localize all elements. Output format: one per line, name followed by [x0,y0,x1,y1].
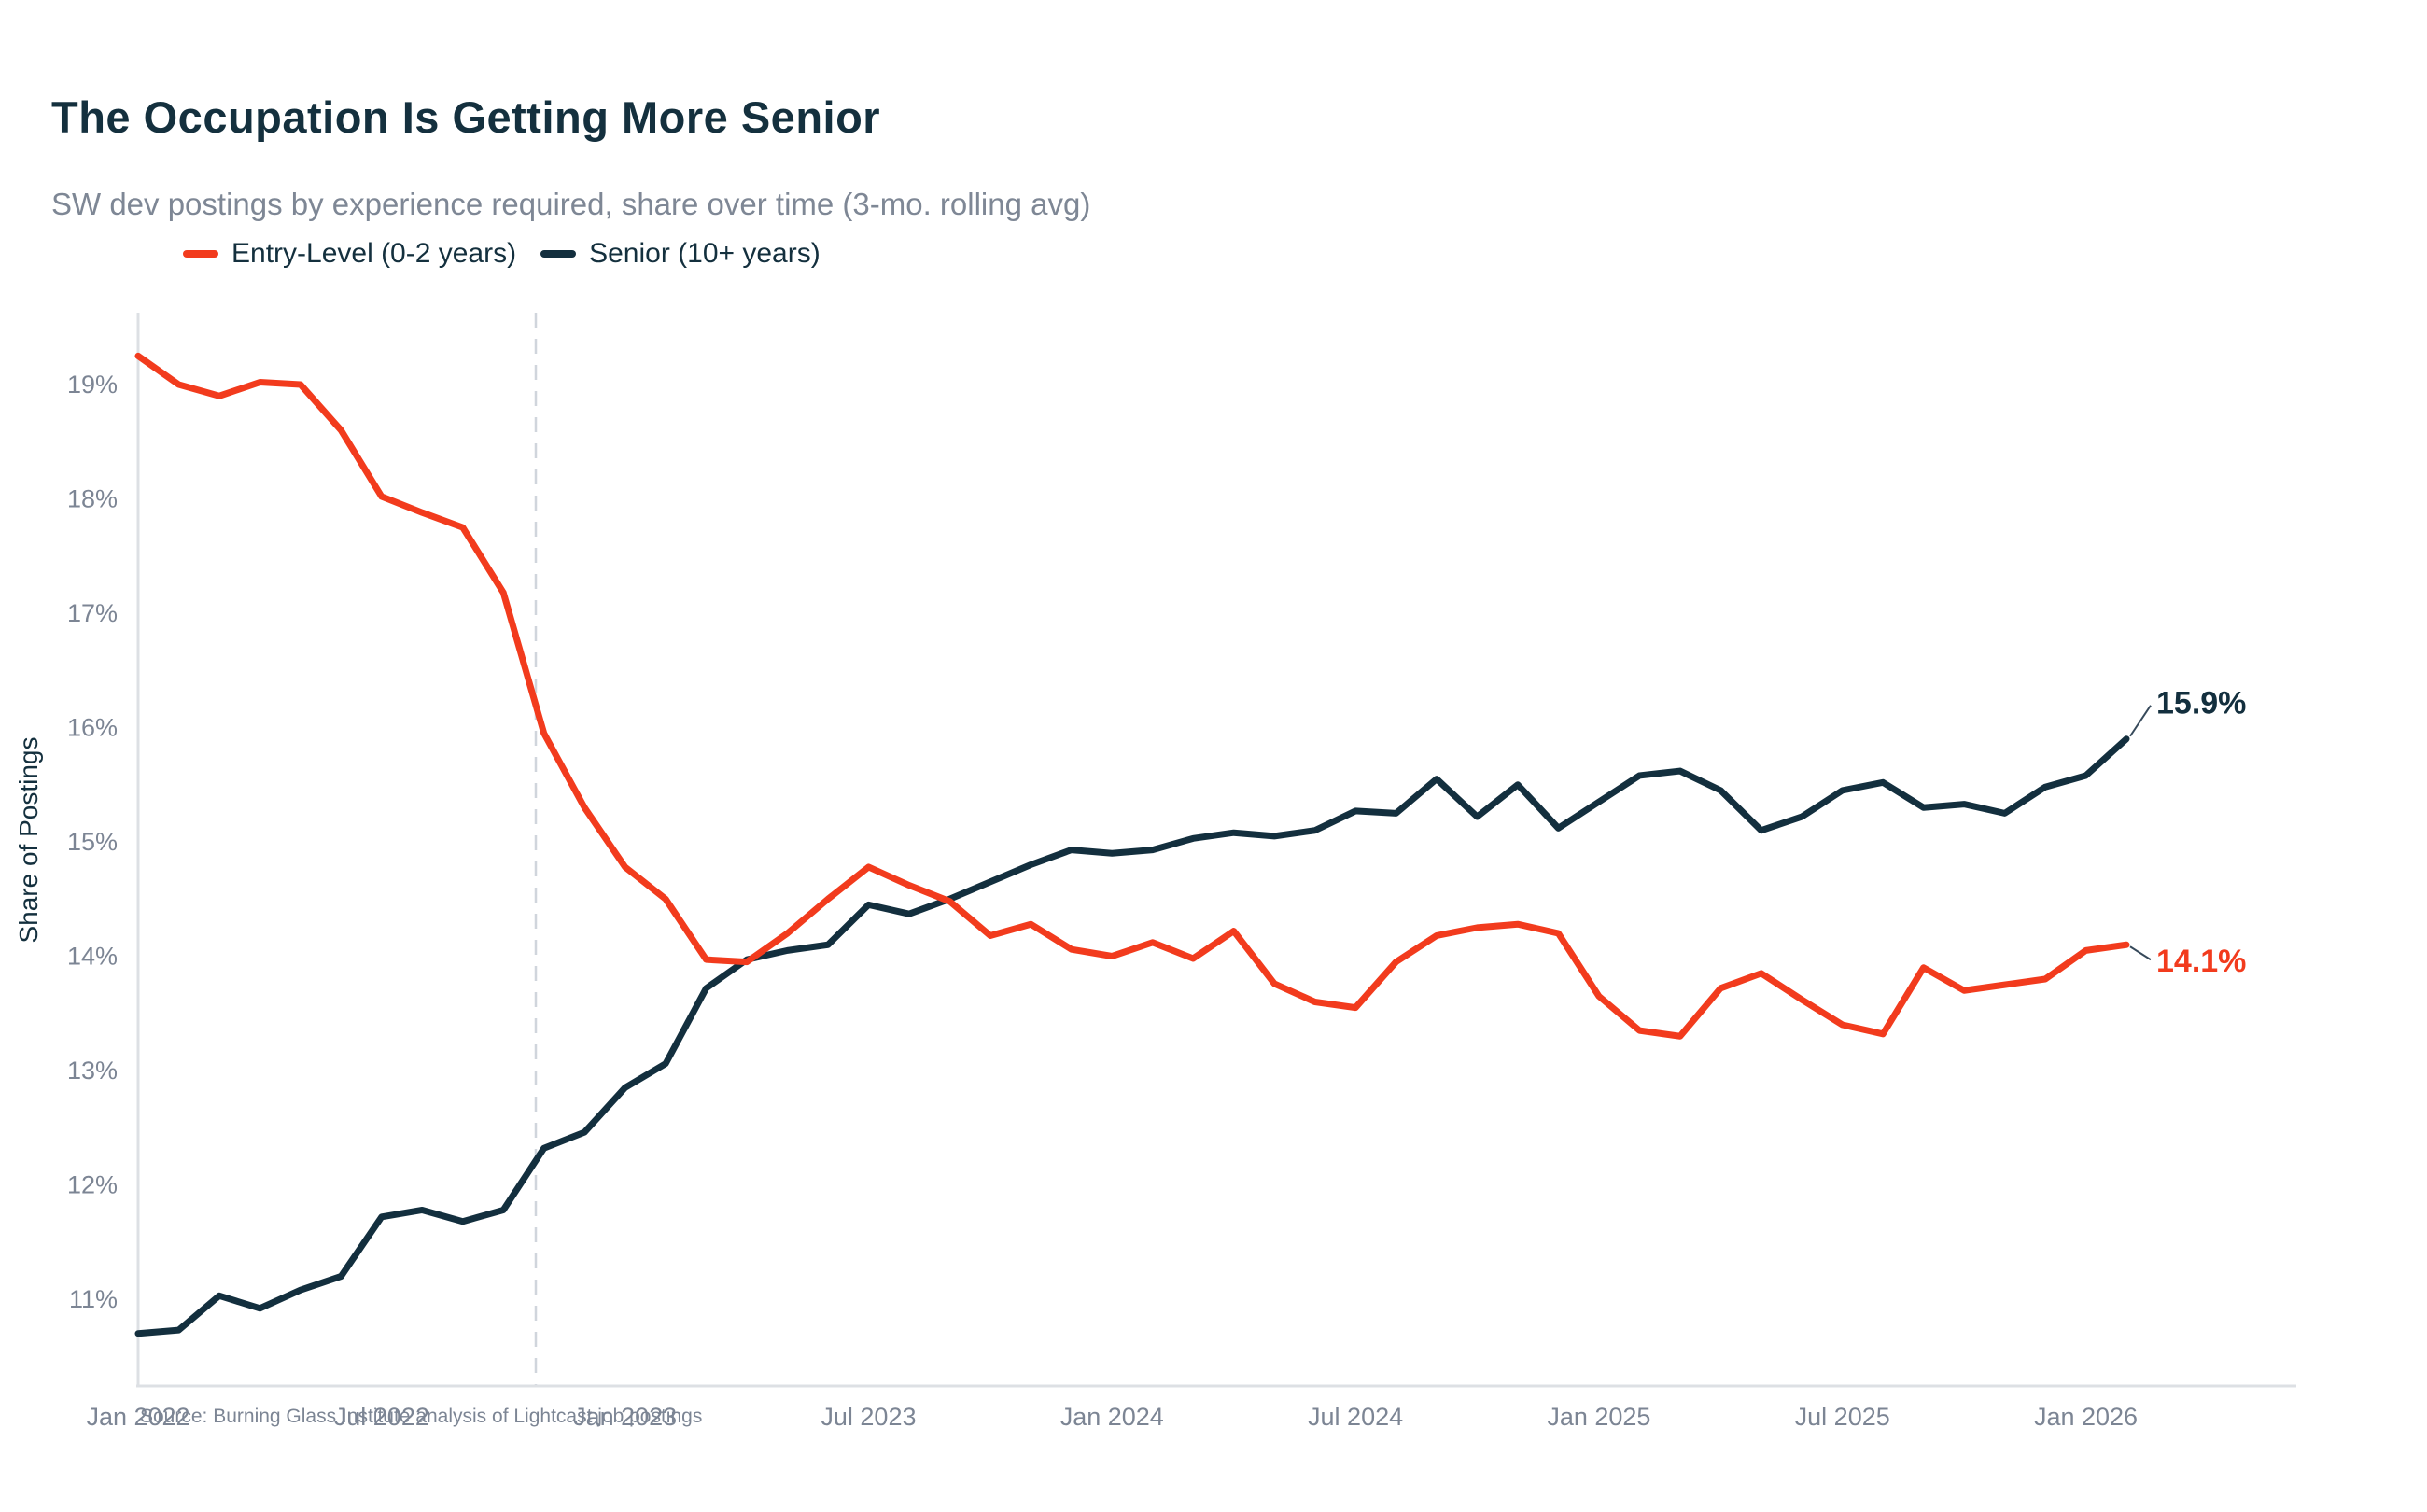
end-connector-senior [2129,705,2152,737]
y-tick-label: 11% [69,1285,118,1313]
y-tick-label: 17% [67,599,118,627]
series-line-entry-level [134,352,2130,1040]
y-tick-label: 13% [67,1057,118,1085]
x-tick-label: Jul 2023 [821,1403,916,1431]
legend-swatch-entry-level [183,250,218,258]
chart-legend: Entry-Level (0-2 years) Senior (10+ year… [183,233,821,274]
end-label-senior: 15.9% [2156,686,2246,721]
y-tick-label: 19% [67,371,118,399]
legend-item-entry-level: Entry-Level (0-2 years) [183,238,516,270]
end-connector-entry-level [2129,945,2152,961]
x-tick-label: Jan 2024 [1060,1403,1164,1431]
x-tick-label: Jul 2025 [1795,1403,1890,1431]
page-title: The Occupation Is Getting More Senior [51,92,881,142]
y-tick-label: 15% [67,828,118,856]
y-tick-label: 18% [67,485,118,513]
x-tick-label: Jan 2022 [86,1403,189,1431]
x-tick-label: Jan 2023 [573,1403,677,1431]
y-tick-label: 12% [67,1171,118,1199]
x-tick-label: Jan 2025 [1547,1403,1650,1431]
y-tick-label: 14% [67,943,118,971]
legend-label-senior: Senior (10+ years) [589,238,821,269]
x-tick-label: Jul 2024 [1308,1403,1403,1431]
legend-swatch-senior [540,250,577,258]
end-label-entry-level: 14.1% [2156,944,2246,979]
x-tick-label: Jul 2022 [334,1403,429,1431]
legend-label-entry-level: Entry-Level (0-2 years) [231,238,517,269]
source-note: Source: Burning Glass Institute analysis… [140,1406,703,1427]
legend-item-senior: Senior (10+ years) [540,238,821,270]
x-tick-label: Jan 2026 [2034,1403,2138,1431]
y-tick-label: 16% [67,714,118,742]
series-line-senior [134,735,2130,1337]
chart-subtitle: SW dev postings by experience required, … [51,187,1091,221]
